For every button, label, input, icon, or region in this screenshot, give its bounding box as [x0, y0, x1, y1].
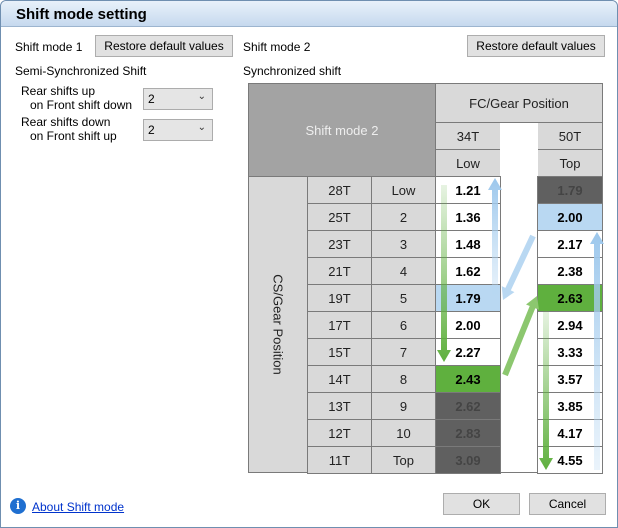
- cog-teeth-cell: 11T: [307, 446, 372, 474]
- cog-position-cell: 3: [371, 230, 436, 258]
- column-gap: [500, 122, 538, 473]
- restore-defaults-mode1-button[interactable]: Restore default values: [95, 35, 233, 57]
- ratio-34t-cell[interactable]: 1.36: [435, 203, 501, 231]
- cog-teeth-cell: 13T: [307, 392, 372, 420]
- cog-teeth-cell: 25T: [307, 203, 372, 231]
- cog-position-cell: 5: [371, 284, 436, 312]
- ratio-50t-cell[interactable]: 3.33: [537, 338, 603, 366]
- cog-teeth-cell: 19T: [307, 284, 372, 312]
- ratio-34t-cell[interactable]: 3.09: [435, 446, 501, 474]
- ratio-34t-cell[interactable]: 1.79: [435, 284, 501, 312]
- ratio-34t-cell[interactable]: 2.43: [435, 365, 501, 393]
- cs-header: CS/Gear Position: [248, 176, 308, 473]
- semi-sync-label: Semi-Synchronized Shift: [15, 64, 147, 78]
- cog-teeth-cell: 15T: [307, 338, 372, 366]
- cog-teeth-cell: 14T: [307, 365, 372, 393]
- ratio-50t-cell[interactable]: 3.57: [537, 365, 603, 393]
- cog-position-cell: 8: [371, 365, 436, 393]
- rear-down-select[interactable]: 2 ⌄: [143, 119, 213, 141]
- chevron-down-icon: ⌄: [197, 122, 206, 133]
- cog-position-cell: Top: [371, 446, 436, 474]
- ratio-34t-cell[interactable]: 1.48: [435, 230, 501, 258]
- ratio-34t-cell[interactable]: 1.21: [435, 176, 501, 204]
- cog-position-cell: 4: [371, 257, 436, 285]
- ratio-34t-cell[interactable]: 2.27: [435, 338, 501, 366]
- cog-teeth-cell: 23T: [307, 230, 372, 258]
- cog-position-cell: 6: [371, 311, 436, 339]
- ratio-50t-cell[interactable]: 2.00: [537, 203, 603, 231]
- sync-shift-label: Synchronized shift: [243, 64, 342, 78]
- cog-teeth-cell: 21T: [307, 257, 372, 285]
- table-corner: Shift mode 2: [248, 83, 436, 177]
- cog-position-cell: 10: [371, 419, 436, 447]
- rear-up-label: Rear shifts up on Front shift down: [21, 84, 133, 112]
- ratio-50t-cell[interactable]: 4.55: [537, 446, 603, 474]
- fc-50t-pos: Top: [537, 149, 603, 177]
- restore-defaults-mode2-button[interactable]: Restore default values: [467, 35, 605, 57]
- cog-position-cell: Low: [371, 176, 436, 204]
- fc-34t-header: 34T: [435, 122, 501, 150]
- ratio-50t-cell[interactable]: 2.94: [537, 311, 603, 339]
- fc-header: FC/Gear Position: [435, 83, 603, 123]
- dialog-title: Shift mode setting: [1, 1, 617, 27]
- ratio-50t-cell[interactable]: 2.38: [537, 257, 603, 285]
- ratio-50t-cell[interactable]: 2.63: [537, 284, 603, 312]
- cog-position-cell: 2: [371, 203, 436, 231]
- rear-down-label: Rear shifts down on Front shift up: [21, 115, 117, 143]
- ok-button[interactable]: OK: [443, 493, 520, 515]
- ratio-50t-cell[interactable]: 1.79: [537, 176, 603, 204]
- rear-up-select[interactable]: 2 ⌄: [143, 88, 213, 110]
- cog-position-cell: 7: [371, 338, 436, 366]
- ratio-34t-cell[interactable]: 1.62: [435, 257, 501, 285]
- fc-50t-header: 50T: [537, 122, 603, 150]
- ratio-50t-cell[interactable]: 4.17: [537, 419, 603, 447]
- cog-position-cell: 9: [371, 392, 436, 420]
- shift-mode-1-label: Shift mode 1: [15, 40, 83, 54]
- ratio-34t-cell[interactable]: 2.62: [435, 392, 501, 420]
- cog-teeth-cell: 12T: [307, 419, 372, 447]
- ratio-34t-cell[interactable]: 2.00: [435, 311, 501, 339]
- ratio-34t-cell[interactable]: 2.83: [435, 419, 501, 447]
- cog-teeth-cell: 28T: [307, 176, 372, 204]
- ratio-50t-cell[interactable]: 2.17: [537, 230, 603, 258]
- cog-teeth-cell: 17T: [307, 311, 372, 339]
- about-shift-mode-link[interactable]: About Shift mode: [32, 500, 125, 514]
- shift-mode-2-label: Shift mode 2: [243, 40, 311, 54]
- chevron-down-icon: ⌄: [197, 91, 206, 102]
- fc-34t-pos: Low: [435, 149, 501, 177]
- info-icon: i: [10, 498, 26, 514]
- cancel-button[interactable]: Cancel: [529, 493, 606, 515]
- ratio-50t-cell[interactable]: 3.85: [537, 392, 603, 420]
